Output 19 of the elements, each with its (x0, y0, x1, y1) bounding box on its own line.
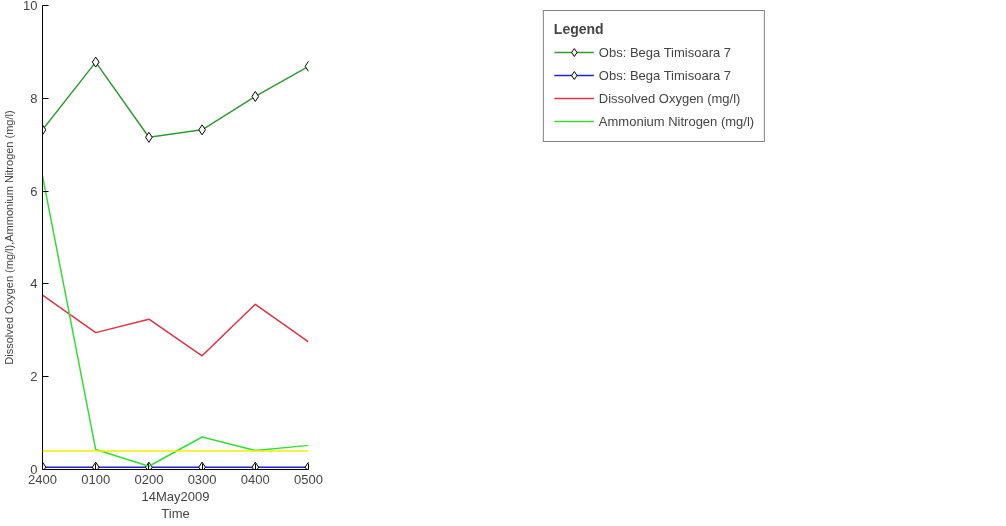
y-tick-label: 10 (23, 0, 38, 13)
x-tick-label: 0100 (81, 471, 111, 487)
legend-label: Ammonium Nitrogen (mg/l) (598, 113, 755, 129)
y-tick-label: 8 (30, 90, 38, 106)
legend-label: Dissolved Oxygen (mg/l) (598, 90, 741, 106)
y-tick-label: 2 (30, 369, 38, 385)
x-tick-label: 0300 (187, 471, 217, 487)
legend-title: Legend (553, 21, 605, 37)
x-tick-label: 0400 (240, 471, 270, 487)
text: 14May2009 (141, 488, 210, 504)
y-tick-label: 6 (30, 183, 38, 199)
x-tick-label: 0500 (294, 471, 323, 487)
x-axis-title: Time (161, 505, 190, 521)
legend-label: Obs: Bega Timisoara 7 (598, 44, 732, 60)
y-tick-label: 4 (30, 276, 38, 292)
line-series (42, 294, 309, 357)
legend-label: Obs: Bega Timisoara 7 (598, 67, 732, 83)
x-tick-label: 0200 (134, 471, 164, 487)
y-axis-title: Dissolved Oxygen (mg/l),Ammonium Nitrogen (mg/l) (3, 110, 16, 365)
